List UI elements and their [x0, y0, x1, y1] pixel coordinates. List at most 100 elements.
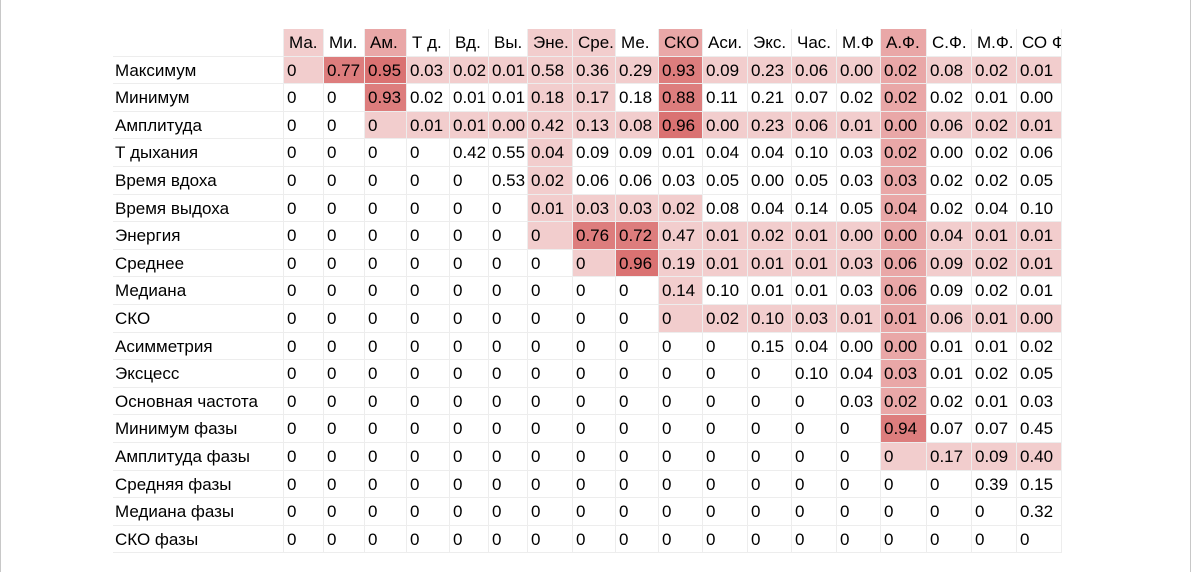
- table-cell[interactable]: 0.00: [1017, 84, 1062, 112]
- table-cell[interactable]: 0.02: [659, 194, 703, 223]
- table-cell[interactable]: 0: [659, 415, 703, 443]
- column-header[interactable]: Сре.: [573, 29, 616, 57]
- table-cell[interactable]: 0.04: [927, 222, 972, 250]
- table-cell[interactable]: 0: [573, 277, 616, 305]
- table-cell[interactable]: 0.02: [881, 84, 927, 112]
- table-cell[interactable]: 0: [365, 332, 407, 361]
- table-cell[interactable]: 0: [284, 194, 324, 223]
- table-cell[interactable]: 0: [324, 222, 365, 250]
- table-cell[interactable]: 0.01: [450, 84, 489, 112]
- table-cell[interactable]: 0.01: [881, 304, 927, 333]
- table-cell[interactable]: 0.05: [837, 194, 881, 223]
- table-cell[interactable]: 0.40: [1017, 442, 1062, 471]
- table-cell[interactable]: 0: [489, 277, 528, 305]
- table-cell[interactable]: 0: [450, 166, 489, 195]
- table-cell[interactable]: 0.06: [616, 166, 659, 195]
- column-header[interactable]: Ма.: [284, 29, 324, 57]
- table-cell[interactable]: 0: [927, 470, 972, 499]
- table-cell[interactable]: 0.04: [748, 139, 792, 167]
- table-cell[interactable]: 0: [528, 277, 573, 305]
- table-cell[interactable]: 0: [837, 442, 881, 471]
- table-cell[interactable]: 0.00: [748, 166, 792, 195]
- table-cell[interactable]: 0: [365, 470, 407, 499]
- table-cell[interactable]: 0.05: [703, 166, 748, 195]
- table-cell[interactable]: 0.36: [573, 56, 616, 85]
- table-cell[interactable]: 0: [324, 194, 365, 223]
- table-cell[interactable]: 0.01: [703, 222, 748, 250]
- table-cell[interactable]: 0.01: [792, 277, 837, 305]
- table-cell[interactable]: 0.03: [837, 166, 881, 195]
- column-header[interactable]: Час.: [792, 29, 837, 57]
- table-cell[interactable]: 0.02: [881, 139, 927, 167]
- table-cell[interactable]: 0.09: [616, 139, 659, 167]
- table-cell[interactable]: 0: [284, 84, 324, 112]
- table-cell[interactable]: 0: [284, 111, 324, 140]
- table-cell[interactable]: 0: [528, 249, 573, 278]
- table-cell[interactable]: 0: [284, 387, 324, 416]
- table-cell[interactable]: 0.23: [748, 56, 792, 85]
- table-cell[interactable]: 0.01: [659, 139, 703, 167]
- table-cell[interactable]: 0: [703, 360, 748, 388]
- table-cell[interactable]: 0: [616, 304, 659, 333]
- table-cell[interactable]: 0.04: [972, 194, 1017, 223]
- table-cell[interactable]: 0: [573, 525, 616, 554]
- table-cell[interactable]: 0.04: [881, 194, 927, 223]
- row-label[interactable]: Максимум: [113, 56, 284, 85]
- table-cell[interactable]: 0.06: [573, 166, 616, 195]
- table-cell[interactable]: 0: [489, 249, 528, 278]
- table-cell[interactable]: 0.76: [573, 222, 616, 250]
- table-cell[interactable]: 0: [450, 194, 489, 223]
- table-cell[interactable]: 0: [792, 387, 837, 416]
- table-cell[interactable]: 0: [284, 525, 324, 554]
- table-cell[interactable]: 0: [573, 387, 616, 416]
- table-cell[interactable]: 0.01: [972, 332, 1017, 361]
- table-cell[interactable]: 0.04: [748, 194, 792, 223]
- table-cell[interactable]: 0.10: [748, 304, 792, 333]
- column-header[interactable]: Вд.: [450, 29, 489, 57]
- table-cell[interactable]: 0: [407, 525, 450, 554]
- table-cell[interactable]: 0: [573, 249, 616, 278]
- table-cell[interactable]: 0.00: [837, 332, 881, 361]
- table-cell[interactable]: 0: [324, 525, 365, 554]
- table-cell[interactable]: 0.01: [1017, 111, 1062, 140]
- table-cell[interactable]: 0: [284, 470, 324, 499]
- table-cell[interactable]: 0: [616, 470, 659, 499]
- table-cell[interactable]: 0.01: [927, 332, 972, 361]
- table-cell[interactable]: 0: [616, 415, 659, 443]
- column-header[interactable]: Ам.: [365, 29, 407, 57]
- table-cell[interactable]: 0: [528, 470, 573, 499]
- table-cell[interactable]: 0.05: [792, 166, 837, 195]
- table-cell[interactable]: 0.02: [927, 166, 972, 195]
- table-cell[interactable]: 0.03: [616, 194, 659, 223]
- table-cell[interactable]: 0: [365, 194, 407, 223]
- table-cell[interactable]: 0: [407, 304, 450, 333]
- row-label[interactable]: Средняя фазы: [113, 470, 284, 499]
- table-cell[interactable]: 0: [407, 166, 450, 195]
- table-cell[interactable]: 0.02: [927, 84, 972, 112]
- table-cell[interactable]: 0.01: [489, 84, 528, 112]
- table-cell[interactable]: 0: [324, 332, 365, 361]
- table-cell[interactable]: 0: [703, 525, 748, 554]
- table-corner[interactable]: [113, 29, 284, 57]
- row-label[interactable]: Минимум: [113, 84, 284, 112]
- table-cell[interactable]: 0: [284, 139, 324, 167]
- table-cell[interactable]: 0.19: [659, 249, 703, 278]
- table-cell[interactable]: 0: [489, 387, 528, 416]
- table-cell[interactable]: 0: [365, 442, 407, 471]
- table-cell[interactable]: 0.10: [792, 360, 837, 388]
- table-cell[interactable]: 0.01: [972, 387, 1017, 416]
- table-cell[interactable]: 0.09: [927, 277, 972, 305]
- table-cell[interactable]: 0: [489, 525, 528, 554]
- table-cell[interactable]: 0.02: [837, 84, 881, 112]
- table-cell[interactable]: 0: [616, 277, 659, 305]
- table-cell[interactable]: 0.01: [407, 111, 450, 140]
- table-cell[interactable]: 0: [748, 470, 792, 499]
- table-cell[interactable]: 0.00: [703, 111, 748, 140]
- table-cell[interactable]: 0.10: [1017, 194, 1062, 223]
- table-cell[interactable]: 0: [792, 525, 837, 554]
- table-cell[interactable]: 0.07: [927, 415, 972, 443]
- table-cell[interactable]: 0.06: [881, 277, 927, 305]
- column-header[interactable]: СКО: [659, 29, 703, 57]
- row-label[interactable]: Основная частота: [113, 387, 284, 416]
- table-cell[interactable]: 0: [324, 139, 365, 167]
